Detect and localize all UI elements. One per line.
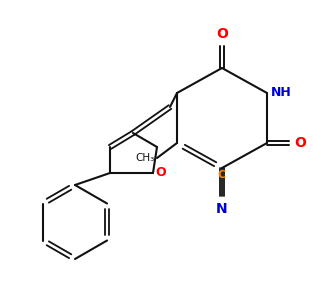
Text: O: O	[216, 27, 228, 41]
Text: O: O	[294, 136, 306, 150]
Text: N: N	[216, 202, 228, 216]
Text: O: O	[156, 166, 166, 179]
Text: CH₃: CH₃	[136, 153, 155, 163]
Text: NH: NH	[271, 86, 292, 100]
Text: C: C	[218, 170, 226, 180]
